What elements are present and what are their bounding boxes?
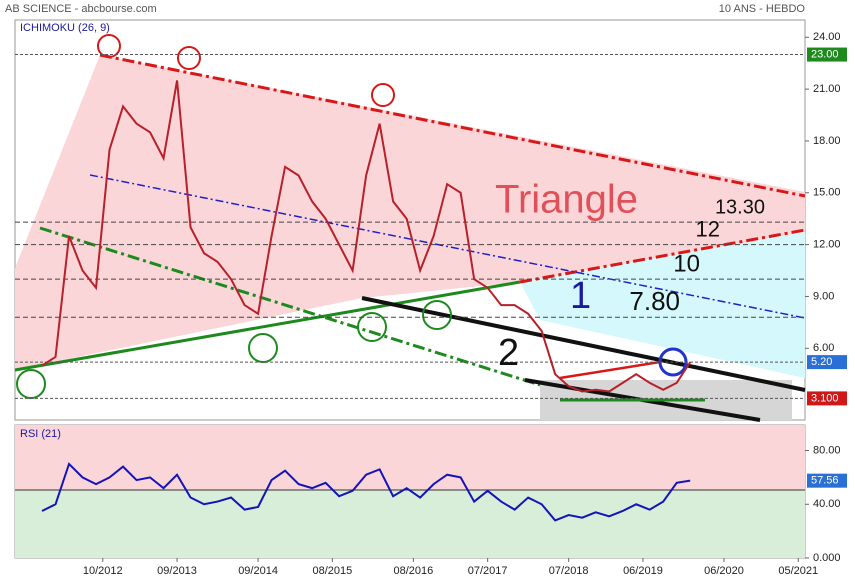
- x-tick-label: 06/2019: [623, 565, 663, 577]
- rsi-lower-zone: [15, 490, 805, 558]
- level-label: 12: [696, 216, 720, 241]
- y-tick-label: 24.00: [813, 31, 841, 43]
- break-line: [559, 360, 661, 380]
- rsi-title: RSI (21): [20, 428, 61, 440]
- rsi-upper-zone: [15, 425, 805, 490]
- series-line: [41, 80, 692, 393]
- y-tick-label: 12.00: [813, 239, 841, 251]
- level-label: 7.80: [629, 286, 680, 316]
- x-tick-label: 10/2012: [83, 565, 123, 577]
- annotation: 2: [498, 332, 519, 374]
- y-tick-label: 80.00: [813, 444, 841, 456]
- support-line: [14, 280, 521, 372]
- x-tick-label: 08/2015: [312, 565, 352, 577]
- resistance-line: [99, 53, 806, 198]
- y-tick-label: 15.00: [813, 187, 841, 199]
- x-tick-label: 05/2021: [778, 565, 818, 577]
- support-line: [39, 226, 541, 387]
- x-tick-label: 07/2018: [549, 565, 589, 577]
- y-tick-label: 6.00: [813, 342, 834, 354]
- price-label-box: [807, 47, 847, 62]
- mid-line: [89, 174, 806, 319]
- current-label-box: [807, 473, 847, 488]
- triangle-line: [519, 228, 806, 284]
- y-tick-label: 18.00: [813, 135, 841, 147]
- x-tick-label: 09/2014: [238, 565, 278, 577]
- price-label: 23.00: [811, 48, 839, 60]
- y-tick-label: 40.00: [813, 498, 841, 510]
- price-label: 5.20: [811, 356, 832, 368]
- current-label: 57.56: [811, 475, 839, 487]
- x-tick-label: 07/2017: [468, 565, 508, 577]
- y-tick-label: 9.00: [813, 290, 834, 302]
- triangle-area: [15, 55, 805, 370]
- chart-title: AB SCIENCE - abcbourse.com: [5, 3, 157, 15]
- level-label: 10: [673, 251, 700, 278]
- y-tick-label: 0.000: [813, 552, 841, 564]
- series-line: [41, 462, 691, 522]
- channel-area: [520, 232, 805, 378]
- smile-icons: [16, 300, 452, 399]
- price-label: 3.100: [811, 392, 839, 404]
- frown-icons: [97, 34, 395, 107]
- annotation: 1: [570, 275, 591, 317]
- price-label-box: [807, 391, 847, 406]
- level-label: 13.30: [715, 196, 765, 218]
- indicator-label: ICHIMOKU (26, 9): [20, 22, 110, 34]
- annotation: Triangle: [495, 178, 638, 222]
- price-label-box: [807, 355, 847, 370]
- x-tick-label: 08/2016: [393, 565, 433, 577]
- y-tick-label: 21.00: [813, 83, 841, 95]
- chart-subtitle: 10 ANS - HEBDO: [719, 3, 806, 15]
- x-tick-label: 06/2020: [704, 565, 744, 577]
- x-tick-label: 09/2013: [157, 565, 197, 577]
- channel-line: [361, 296, 806, 392]
